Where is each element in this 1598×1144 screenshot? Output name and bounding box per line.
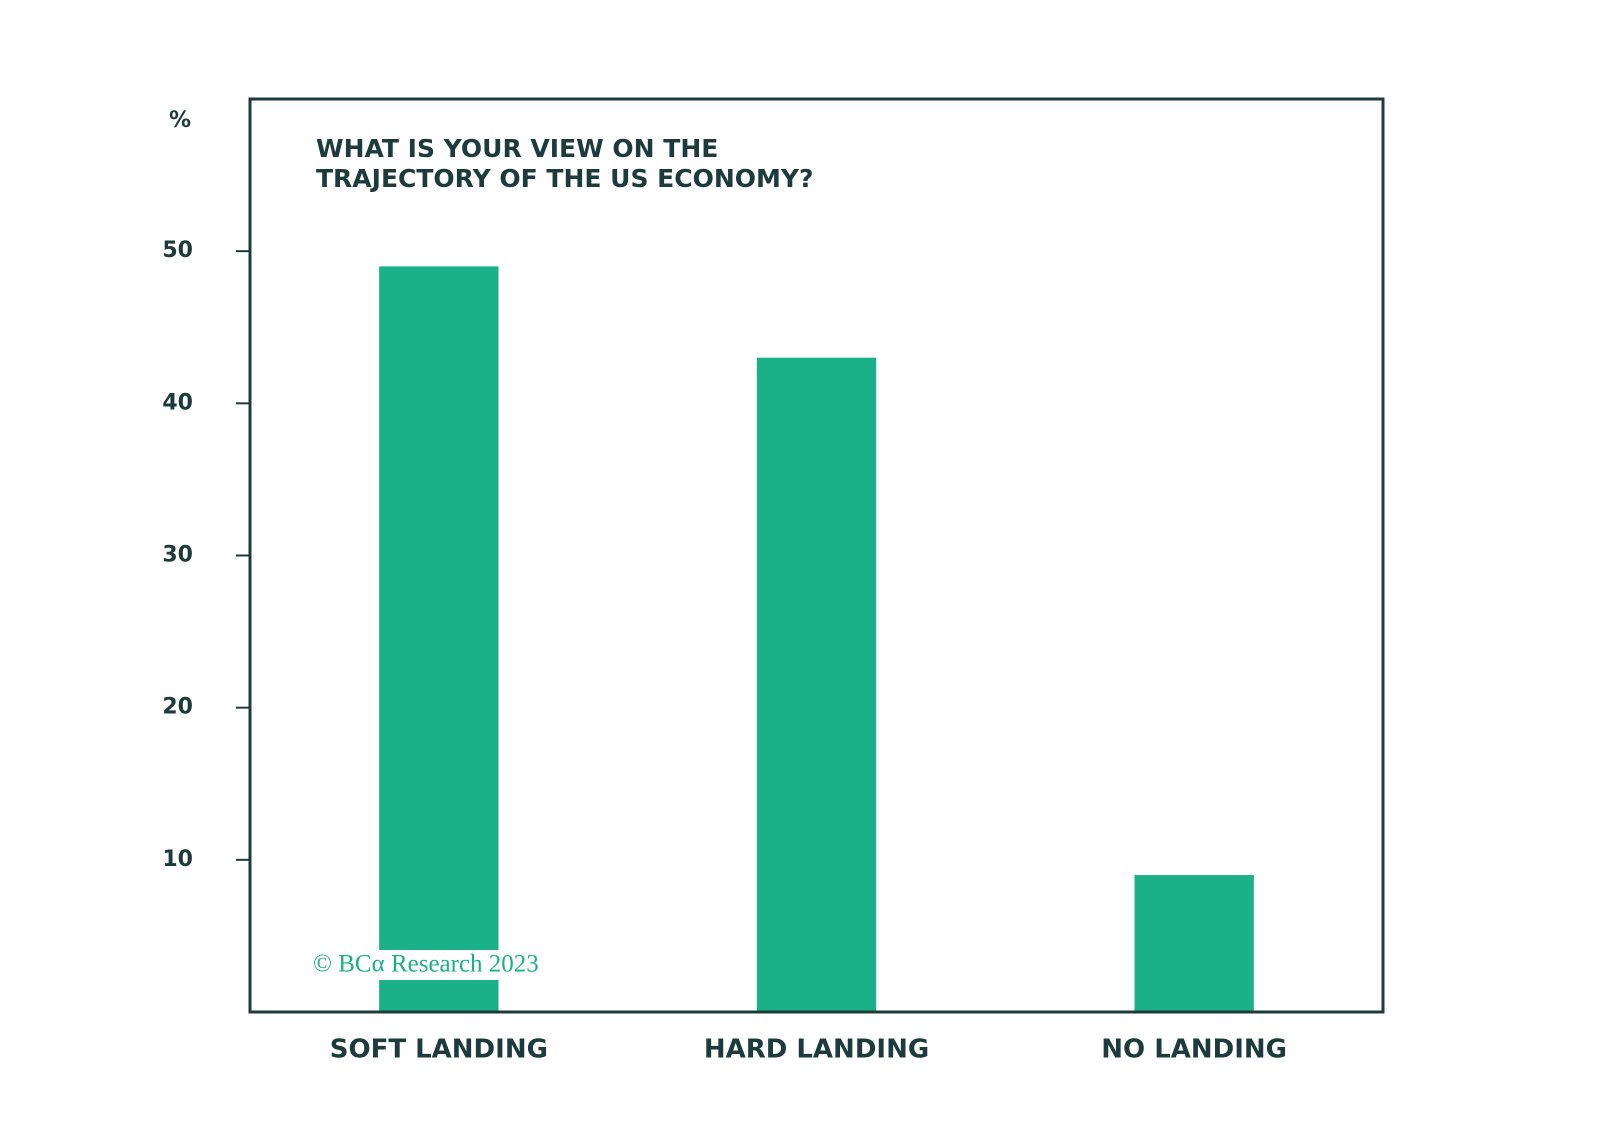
x-tick-label: HARD LANDING bbox=[704, 1035, 929, 1065]
y-tick-label: 30 bbox=[162, 543, 193, 568]
x-tick-label: SOFT LANDING bbox=[330, 1035, 548, 1065]
y-tick-label: 10 bbox=[162, 847, 193, 872]
bar bbox=[1134, 875, 1254, 1012]
bar bbox=[756, 357, 877, 1012]
bar bbox=[379, 266, 499, 1013]
chart-title: TRAJECTORY OF THE US ECONOMY? bbox=[316, 164, 814, 193]
plot-frame bbox=[248, 97, 1385, 1014]
watermark-background bbox=[312, 950, 582, 980]
y-tick-label: 50 bbox=[162, 238, 193, 263]
y-tick-label: 20 bbox=[162, 695, 193, 720]
x-tick-label: NO LANDING bbox=[1101, 1035, 1287, 1065]
y-axis-unit: % bbox=[169, 108, 191, 133]
watermark: © BCα Research 2023 bbox=[313, 951, 539, 978]
y-tick-label: 40 bbox=[162, 390, 193, 415]
chart-title: WHAT IS YOUR VIEW ON THE bbox=[316, 134, 718, 163]
